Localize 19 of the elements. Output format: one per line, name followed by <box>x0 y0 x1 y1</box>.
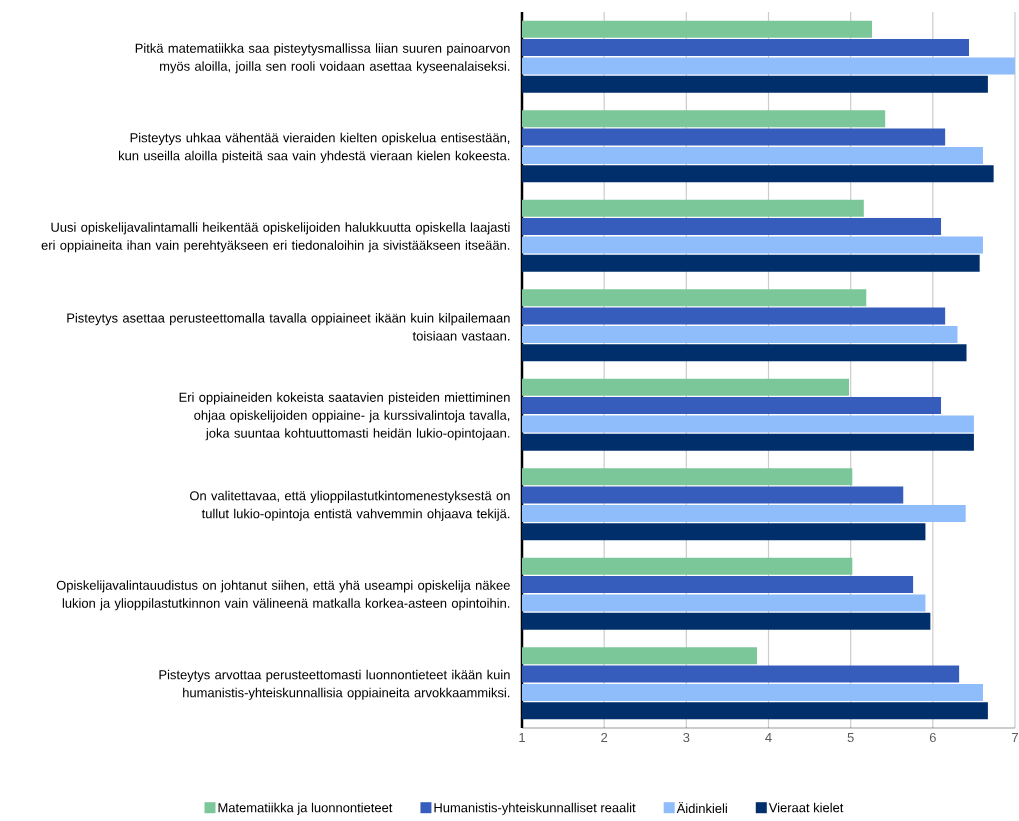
x-tick-label: 7 <box>1012 733 1018 742</box>
x-tick-label: 5 <box>847 733 854 743</box>
legend-label: Vieraat kielet <box>768 802 844 813</box>
y-tick-label: Pitkä matematiikka saa pisteytysmallissa liian suuren painoarvon myös aloilla, joilla sen rooli voidaan asettaa kyseenalaiseksi. <box>135 43 510 74</box>
y-tick-label: Pisteytys asettaa perusteettomalla tavalla oppiaineet ikään kuin kilpailemaan toisiaan vastaan. <box>67 313 510 341</box>
legend-label: Humanistis-yhteiskunnalliset reaalit <box>434 802 636 815</box>
y-tick-label: Uusi opiskelijavalintamalli heikentää opiskelijoiden halukkuutta opiskella laajasti eri oppiaineita ihan vain perehtyäkseen eri tiedonaloihin ja sivistääkseen itseään. <box>41 222 510 253</box>
x-tick-label: 4 <box>765 733 772 742</box>
x-tick-label: 6 <box>929 732 936 743</box>
x-tick-label: 2 <box>601 732 608 742</box>
y-tick-label: Opiskelijavalintauudistus on johtanut siihen, että yhä useampi opiskelija näkee lukion ja ylioppilastutkinnon vain välineenä matkalla korkea-asteen opintoihin. <box>56 580 510 611</box>
x-tick-label: 1 <box>519 733 525 742</box>
x-tick-label: 3 <box>683 732 690 743</box>
y-tick-label: On valitettavaa, että ylioppilastutkintomenestyksestä on tullut lukio-opintoja entistä vahvemmin ohjaava tekijä. <box>190 490 510 521</box>
legend-label: Äidinkieli <box>676 802 727 813</box>
legend-label: Matematiikka ja luonnontieteet <box>218 802 393 815</box>
y-tick-label: Eri oppiaineiden kokeista saatavien pisteiden miettiminen ohjaa opiskelijoiden oppiaine- ja kurssivalintoja tavalla, joka suuntaa kohtuuttomasti heidän lukio-opintojaan. <box>179 392 510 441</box>
y-tick-label: Pisteytys uhkaa vähentää vieraiden kielten opiskelua entisestään, kun useilla aloilla pisteitä saa vain yhdestä vieraan kielen kokeesta. <box>118 132 510 163</box>
y-tick-label: Pisteytys arvottaa perusteettomasti luonnontieteet ikään kuin humanistis-yhteiskunnallisia oppiaineita arvokkaammiksi. <box>159 669 510 700</box>
